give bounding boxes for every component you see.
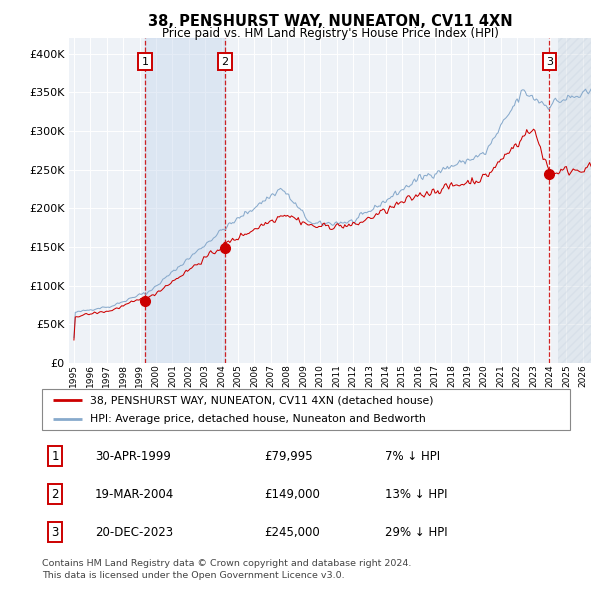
Text: 19-MAR-2004: 19-MAR-2004 [95,487,174,501]
Text: 20-DEC-2023: 20-DEC-2023 [95,526,173,539]
Text: Price paid vs. HM Land Registry's House Price Index (HPI): Price paid vs. HM Land Registry's House … [161,27,499,40]
Text: 7% ↓ HPI: 7% ↓ HPI [385,450,440,463]
Text: £149,000: £149,000 [264,487,320,501]
Text: 1: 1 [52,450,59,463]
Bar [558,38,591,363]
Text: £79,995: £79,995 [264,450,313,463]
Bar [145,38,225,363]
Text: 29% ↓ HPI: 29% ↓ HPI [385,526,448,539]
Text: £245,000: £245,000 [264,526,320,539]
Text: 1: 1 [142,57,149,67]
Text: 2: 2 [52,487,59,501]
Text: 30-APR-1999: 30-APR-1999 [95,450,170,463]
Text: Contains HM Land Registry data © Crown copyright and database right 2024.: Contains HM Land Registry data © Crown c… [42,559,412,568]
FancyBboxPatch shape [42,389,570,430]
Text: HPI: Average price, detached house, Nuneaton and Bedworth: HPI: Average price, detached house, Nune… [89,415,425,424]
Text: 38, PENSHURST WAY, NUNEATON, CV11 4XN (detached house): 38, PENSHURST WAY, NUNEATON, CV11 4XN (d… [89,395,433,405]
Text: 2: 2 [221,57,229,67]
Text: 3: 3 [52,526,59,539]
Text: This data is licensed under the Open Government Licence v3.0.: This data is licensed under the Open Gov… [42,571,344,579]
Text: 13% ↓ HPI: 13% ↓ HPI [385,487,448,501]
Text: 38, PENSHURST WAY, NUNEATON, CV11 4XN: 38, PENSHURST WAY, NUNEATON, CV11 4XN [148,14,512,28]
Text: 3: 3 [546,57,553,67]
